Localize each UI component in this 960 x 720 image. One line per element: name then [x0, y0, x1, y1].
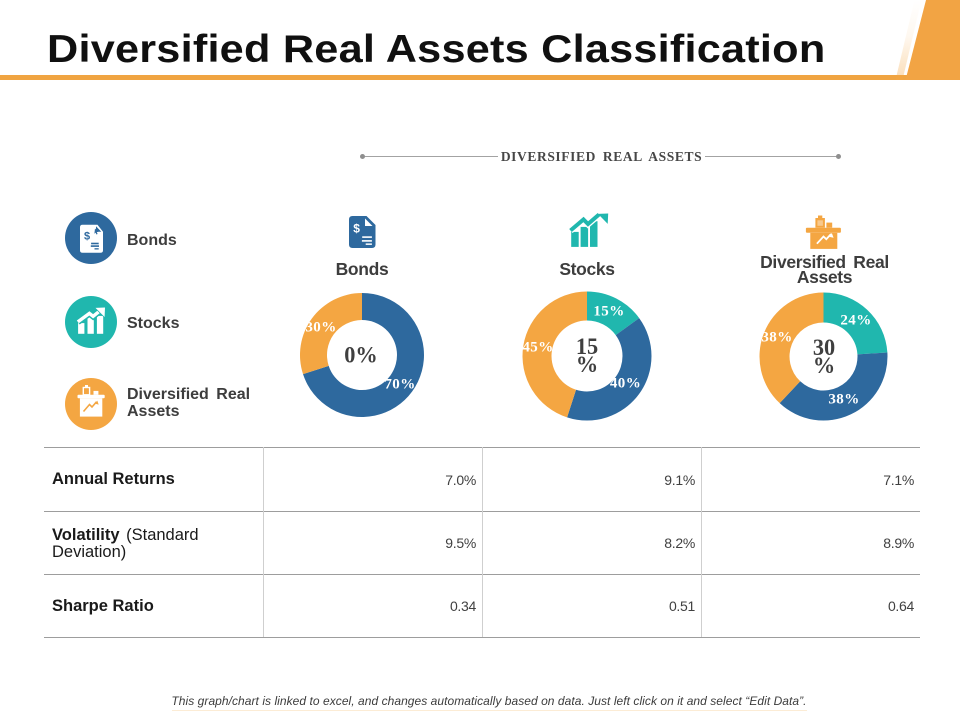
svg-text:$: $ — [84, 231, 90, 243]
svg-text:$: $ — [353, 222, 360, 236]
